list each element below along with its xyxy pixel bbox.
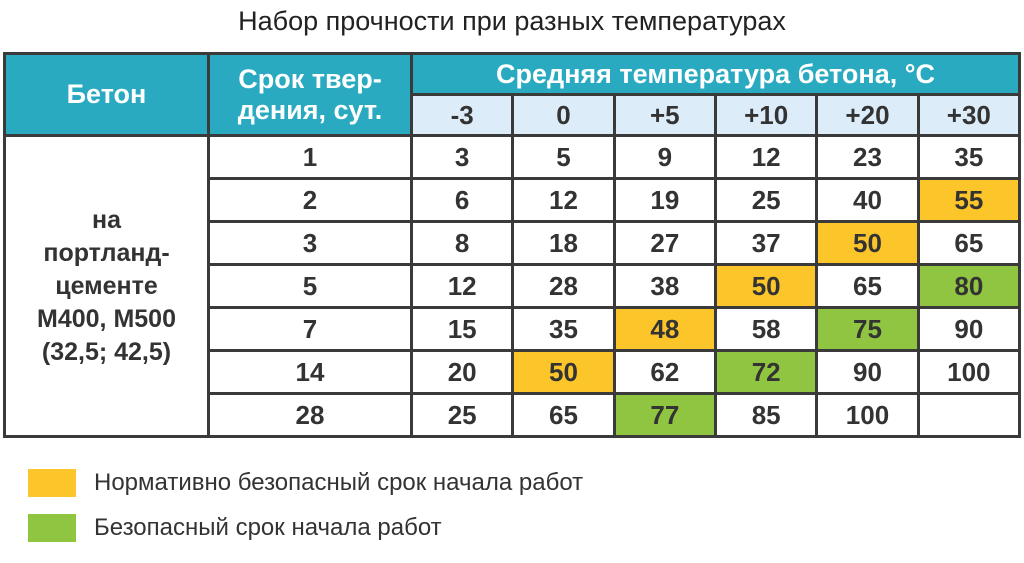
concrete-type-line: на	[91, 205, 121, 234]
days-cell: 5	[207, 263, 413, 309]
strength-cell: 40	[815, 177, 920, 223]
table-row: 3 8 18 27 37 50 65	[5, 220, 1022, 266]
concrete-type-line: портланд-	[43, 238, 170, 267]
strength-cell: 35	[511, 306, 616, 352]
strength-cell: 25	[409, 392, 515, 438]
header-temperature: Средняя температура бетона, °С	[410, 52, 1021, 96]
temp-header: +20	[815, 93, 920, 137]
header-concrete: Бетон	[3, 52, 210, 137]
strength-cell: 18	[511, 220, 616, 266]
strength-cell: 12	[511, 177, 616, 223]
strength-cell: 12	[409, 263, 515, 309]
strength-cell: 27	[612, 220, 717, 266]
strength-cell: 65	[916, 220, 1022, 266]
strength-cell: 15	[409, 306, 515, 352]
strength-cell: 5	[511, 134, 616, 180]
concrete-type-cell: на портланд-цементе М400, М500 (32,5; 42,5)	[3, 134, 210, 438]
strength-cell: 80	[916, 263, 1022, 309]
legend-label: Безопасный срок начала работ	[94, 514, 442, 541]
strength-cell: 3	[409, 134, 515, 180]
strength-cell: 50	[713, 263, 819, 309]
legend-label: Нормативно безопасный срок начала работ	[94, 469, 584, 496]
strength-cell: 12	[713, 134, 819, 180]
strength-cell: 90	[815, 349, 920, 395]
strength-cell: 8	[409, 220, 515, 266]
strength-cell: 25	[713, 177, 819, 223]
legend-item-normative: Нормативно безопасный срок начала работ	[28, 469, 583, 497]
header-curing-line2: дения, сут.	[237, 94, 383, 125]
table-row: 14 20 50 62 72 90 100	[5, 349, 1022, 395]
temp-header: +10	[713, 93, 819, 137]
strength-table: Бетон Срок твер- дения, сут. Средняя тем…	[3, 52, 1022, 438]
table-row: 28 25 65 77 85 100	[5, 392, 1022, 438]
strength-cell: 23	[815, 134, 920, 180]
legend-item-safe: Безопасный срок начала работ	[28, 514, 442, 542]
temp-header: +30	[916, 93, 1022, 137]
strength-cell: 9	[612, 134, 717, 180]
strength-cell: 50	[511, 349, 616, 395]
concrete-type-line: М400, М500	[37, 304, 176, 333]
concrete-type-line: цементе	[55, 271, 158, 300]
strength-cell: 65	[511, 392, 616, 438]
page-title: Набор прочности при разных температурах	[238, 6, 786, 36]
days-cell: 2	[207, 177, 413, 223]
strength-cell: 100	[916, 349, 1022, 395]
strength-cell: 55	[916, 177, 1022, 223]
strength-cell: 90	[916, 306, 1022, 352]
header-curing-line1: Срок твер-	[238, 63, 382, 94]
strength-cell: 58	[713, 306, 819, 352]
temp-header: +5	[612, 93, 717, 137]
legend-swatch-yellow	[28, 469, 76, 497]
days-cell: 14	[207, 349, 413, 395]
strength-cell: 28	[511, 263, 616, 309]
header-curing-time: Срок твер- дения, сут.	[207, 52, 413, 137]
strength-cell: 48	[612, 306, 717, 352]
strength-cell: 19	[612, 177, 717, 223]
days-cell: 3	[207, 220, 413, 266]
strength-cell: 100	[815, 392, 920, 438]
strength-cell: 77	[612, 392, 717, 438]
strength-cell	[916, 392, 1022, 438]
strength-cell: 85	[713, 392, 819, 438]
strength-cell: 65	[815, 263, 920, 309]
temp-header: -3	[409, 93, 515, 137]
days-cell: 28	[207, 392, 413, 438]
concrete-type-line: (32,5; 42,5)	[41, 337, 172, 366]
strength-cell: 37	[713, 220, 819, 266]
strength-cell: 75	[815, 306, 920, 352]
table-row: 5 12 28 38 50 65 80	[5, 263, 1022, 309]
strength-cell: 72	[713, 349, 819, 395]
strength-cell: 62	[612, 349, 717, 395]
days-cell: 1	[207, 134, 413, 180]
strength-cell: 6	[409, 177, 515, 223]
table-row: 2 6 12 19 25 40 55	[5, 177, 1022, 223]
strength-cell: 38	[612, 263, 717, 309]
strength-cell: 20	[409, 349, 515, 395]
table-row: 7 15 35 48 58 75 90	[5, 306, 1022, 352]
temp-header: 0	[511, 93, 616, 137]
table-row: на портланд-цементе М400, М500 (32,5; 42,5)…	[3, 134, 1022, 438]
days-cell: 7	[207, 306, 413, 352]
legend-swatch-green	[28, 514, 76, 542]
strength-cell: 50	[815, 220, 920, 266]
strength-cell: 35	[916, 134, 1022, 180]
